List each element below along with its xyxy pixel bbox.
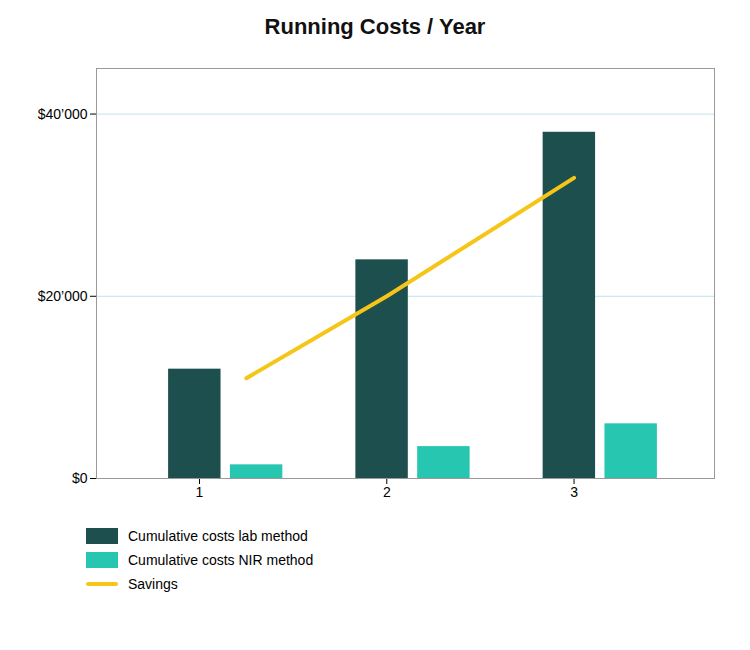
html-text:Running Costs / Year: Running Costs / Year	[264, 14, 486, 39]
svg-text:$40’000: $40’000	[38, 106, 88, 122]
html-text:Cumulative costs NIR method: Cumulative costs NIR method	[128, 552, 314, 568]
svg-text:1: 1	[196, 484, 204, 500]
svg-text:3: 3	[570, 484, 578, 500]
html-text:Savings: Savings	[128, 576, 178, 592]
svg-text:2: 2	[383, 484, 391, 500]
html-text:Cumulative costs lab method: Cumulative costs lab method	[128, 528, 308, 544]
svg-text:$0: $0	[72, 470, 88, 486]
svg-text:$20’000: $20’000	[38, 288, 88, 304]
